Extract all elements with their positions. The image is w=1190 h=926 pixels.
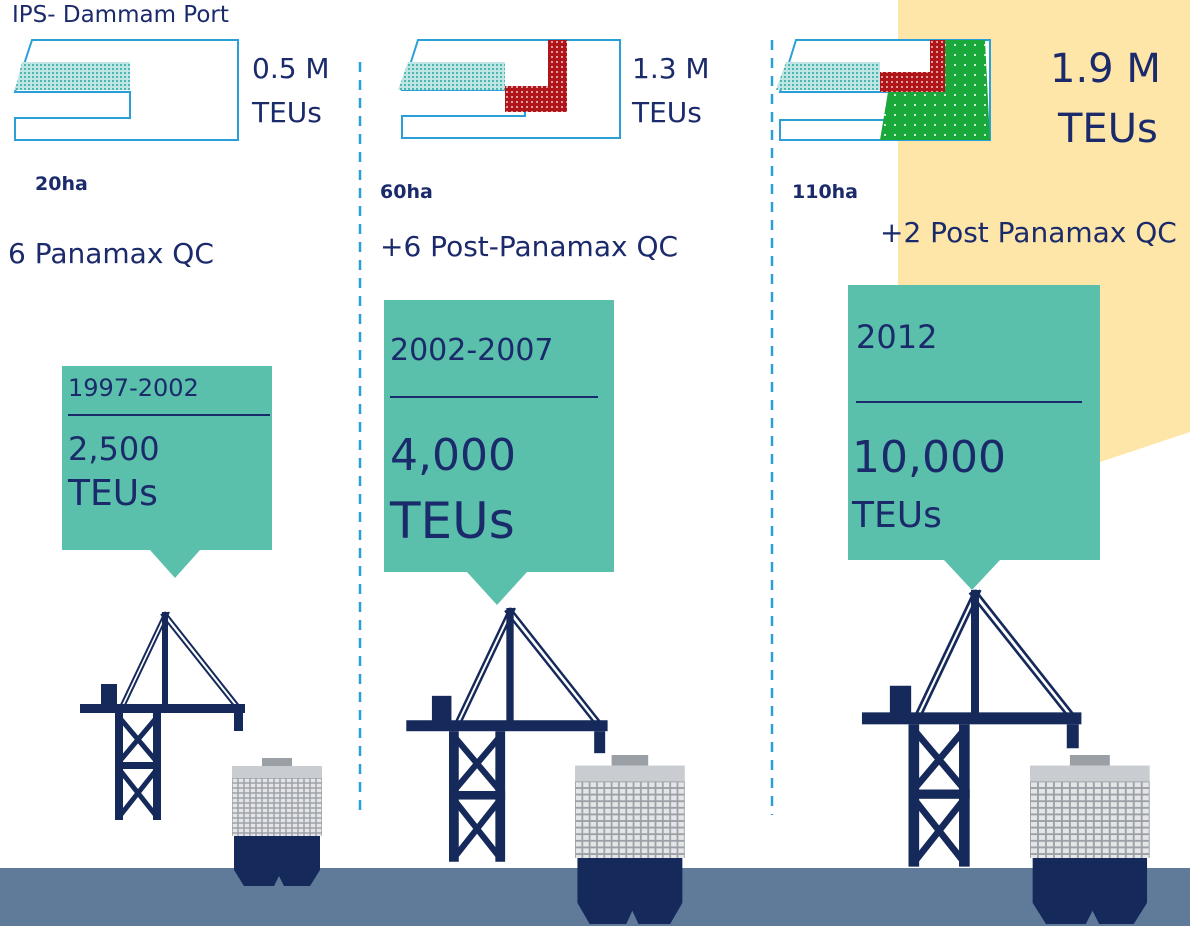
crane — [80, 612, 245, 820]
capacity-unit: TEUs — [251, 96, 322, 129]
vessel-size: 10,000 — [852, 432, 1006, 483]
period: 2002-2007 — [390, 333, 554, 368]
vessel-unit: TEUs — [851, 495, 942, 536]
callout — [384, 300, 614, 605]
cranes: +2 Post Panamax QC — [880, 216, 1177, 249]
port-plan — [398, 39, 621, 139]
capacity: 1.3 M — [632, 52, 710, 85]
title: IPS- Dammam Port — [12, 2, 229, 28]
period: 1997-2002 — [68, 374, 199, 402]
port-plan — [13, 39, 239, 141]
vessel-size: 2,500 — [68, 430, 160, 468]
area: 60ha — [380, 181, 433, 203]
area: 110ha — [792, 181, 858, 203]
ship — [575, 755, 685, 924]
vessel-unit: TEUs — [67, 473, 158, 514]
capacity: 0.5 M — [252, 52, 330, 85]
callout — [848, 285, 1100, 590]
vessel-size: 4,000 — [390, 430, 516, 481]
area: 20ha — [35, 173, 88, 195]
capacity-unit: TEUs — [1057, 106, 1158, 152]
vessel-unit: TEUs — [389, 492, 515, 550]
cranes: 6 Panamax QC — [8, 237, 214, 270]
port-plan — [776, 39, 991, 141]
callout — [62, 366, 272, 578]
capacity-unit: TEUs — [631, 96, 702, 129]
period: 2012 — [856, 318, 937, 356]
cranes: +6 Post-Panamax QC — [380, 230, 678, 263]
ship — [232, 758, 322, 886]
capacity: 1.9 M — [1050, 46, 1161, 92]
ship — [1030, 755, 1150, 924]
